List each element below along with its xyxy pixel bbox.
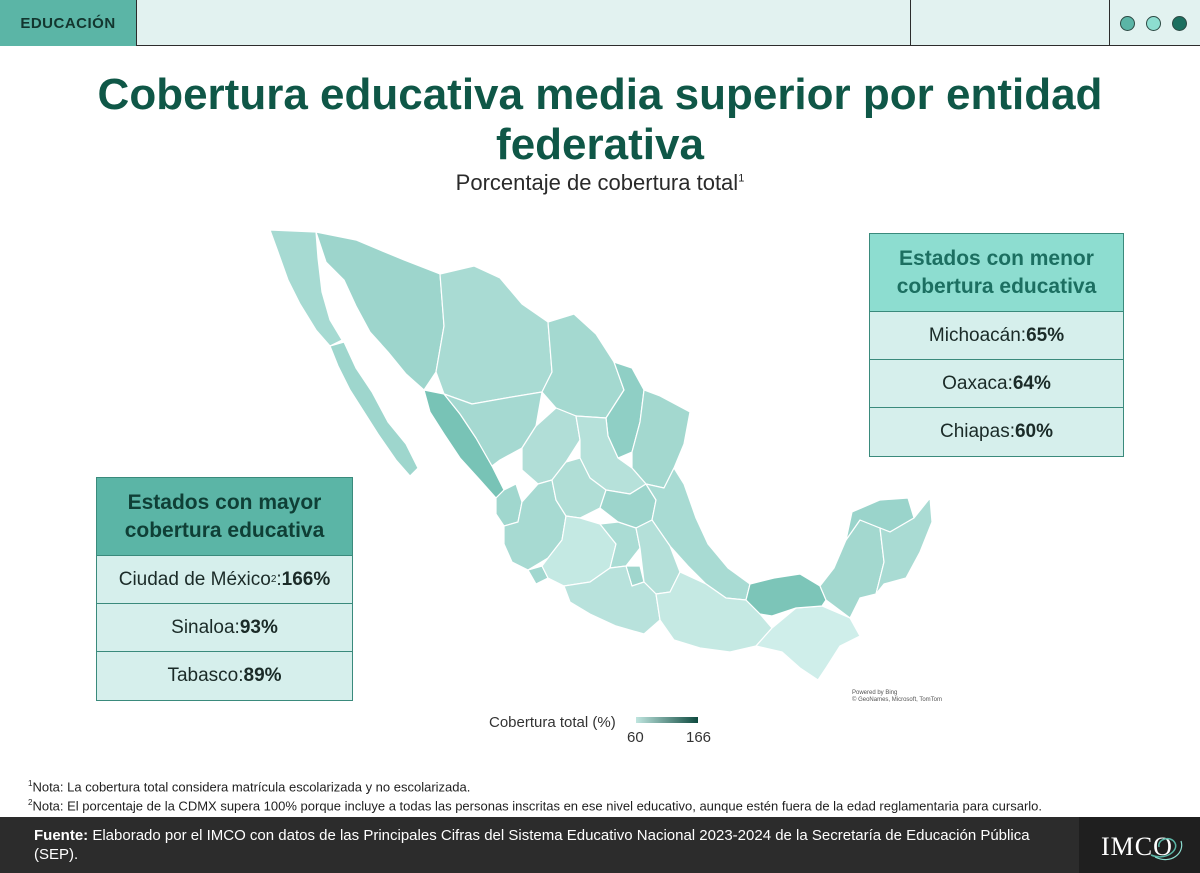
imco-logo: IMCO [1079, 817, 1200, 873]
state-coahuila [541, 313, 625, 419]
legend-color-scale [636, 717, 698, 723]
table-row: Oaxaca: 64% [870, 360, 1123, 408]
state-oaxaca [655, 571, 773, 653]
high-coverage-title: Estados con mayor cobertura educativa [97, 478, 352, 556]
table-row: Ciudad de México 2: 166% [97, 556, 352, 604]
high-coverage-table: Estados con mayor cobertura educativa Ci… [96, 477, 353, 701]
footnote: 2Nota: El porcentaje de la CDMX supera 1… [28, 798, 1042, 814]
footnotes: 1Nota: La cobertura total considera matr… [28, 776, 1042, 815]
state-baja-california-sur [329, 341, 419, 477]
table-row: Sinaloa: 93% [97, 604, 352, 652]
state-mexico [599, 521, 641, 569]
state-campeche [819, 519, 885, 619]
logo-swirl-icon [1150, 837, 1183, 861]
table-row: Chiapas: 60% [870, 408, 1123, 456]
map-attribution: Powered by Bing © GeoNames, Microsoft, T… [852, 690, 942, 703]
dot-icon [1172, 16, 1187, 31]
page-subtitle: Porcentaje de cobertura total1 [455, 170, 745, 195]
table-row: Michoacán: 65% [870, 312, 1123, 360]
legend-min: 60 [627, 729, 644, 746]
state-sonora [315, 231, 445, 391]
top-bar: EDUCACIÓN [0, 0, 1200, 46]
low-coverage-table: Estados con menor cobertura educativa Mi… [869, 233, 1124, 457]
footnote: 1Nota: La cobertura total considera matr… [28, 779, 471, 795]
dot-icon [1146, 16, 1161, 31]
table-row: Tabasco: 89% [97, 652, 352, 700]
top-bar-divider [1109, 0, 1110, 46]
section-tag: EDUCACIÓN [0, 0, 137, 46]
state-chihuahua [435, 265, 553, 405]
mexico-choropleth-map [269, 229, 933, 681]
page-title: Cobertura educativa media superior por e… [97, 70, 1103, 169]
state-nuevo-leon [605, 361, 645, 459]
source-text: Fuente: Elaborado por el IMCO con datos … [34, 827, 1030, 863]
state-tabasco [745, 573, 827, 617]
dot-icon [1120, 16, 1135, 31]
state-quintana-roo [875, 497, 933, 595]
legend-label: Cobertura total (%) [489, 714, 616, 731]
low-coverage-title: Estados con menor cobertura educativa [870, 234, 1123, 312]
state-baja-california [269, 229, 343, 347]
top-bar-divider [910, 0, 911, 46]
state-chiapas [755, 605, 861, 681]
footer: Fuente: Elaborado por el IMCO con datos … [0, 817, 1200, 873]
legend-max: 166 [686, 729, 712, 746]
